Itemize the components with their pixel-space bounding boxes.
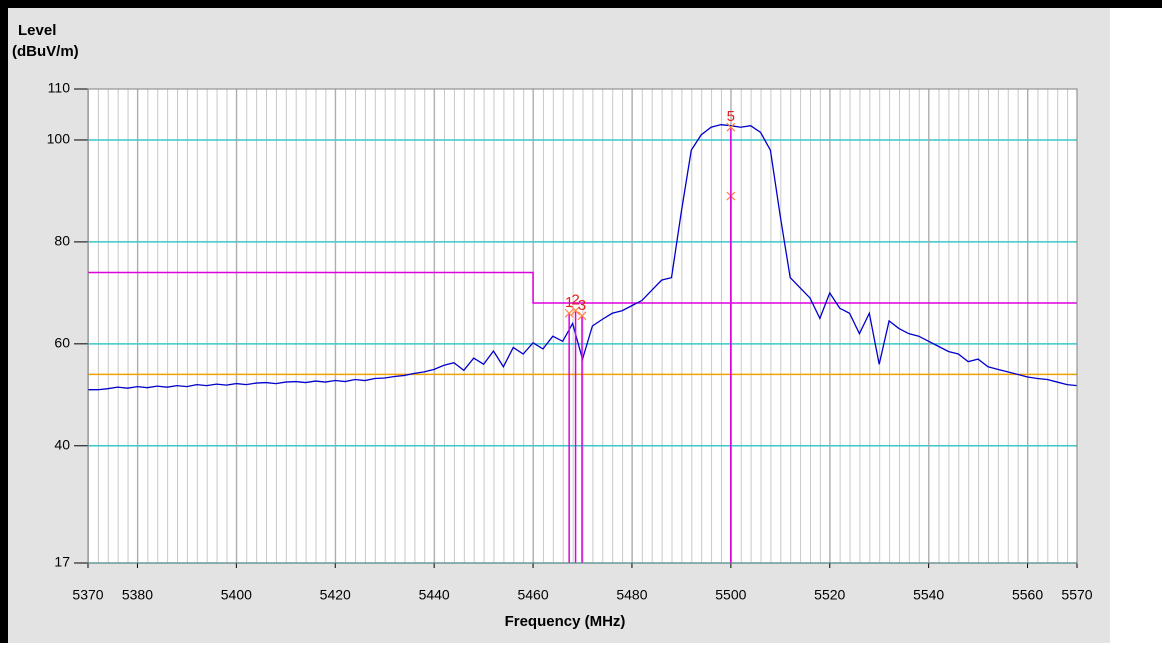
marker-cross: [726, 122, 736, 132]
x-tick-label: 5440: [419, 587, 450, 603]
marker-label: 2: [571, 292, 579, 309]
marker-cross: [577, 311, 587, 321]
x-tick-label: 5480: [616, 587, 647, 603]
x-tick-label: 5420: [320, 587, 351, 603]
marker-cross: [571, 306, 581, 316]
marker-label: 3: [578, 297, 586, 314]
limit-line: [88, 271, 1077, 304]
x-tick-label: 5560: [1012, 587, 1043, 603]
marker-label: 5: [727, 108, 735, 125]
plot-frame: [87, 88, 1078, 564]
x-tick-label: 5460: [517, 587, 548, 603]
y-tick-label: 100: [47, 131, 71, 147]
x-tick-label: 5540: [913, 587, 944, 603]
x-tick-label: 5380: [122, 587, 153, 603]
marker-cross: [564, 308, 574, 318]
top-border: [0, 0, 1162, 8]
y-tick-label: 60: [54, 335, 70, 351]
x-tick-label: 5370: [72, 587, 103, 603]
x-tick-label: 5400: [221, 587, 252, 603]
left-border: [0, 0, 8, 643]
y-tick-label: 110: [48, 80, 71, 96]
y-tick-label: 40: [54, 436, 70, 452]
y-axis-label: Level: [18, 22, 56, 39]
y-axis-unit: (dBuV/m): [12, 43, 79, 60]
x-axis-label: Frequency (MHz): [505, 613, 626, 630]
x-tick-label: 5570: [1061, 587, 1092, 603]
x-tick-label: 5500: [715, 587, 746, 603]
marker-label: 1: [565, 294, 573, 311]
x-tick-label: 5520: [814, 587, 845, 603]
y-tick-label: 80: [54, 233, 70, 249]
y-tick-label: 17: [54, 554, 70, 570]
